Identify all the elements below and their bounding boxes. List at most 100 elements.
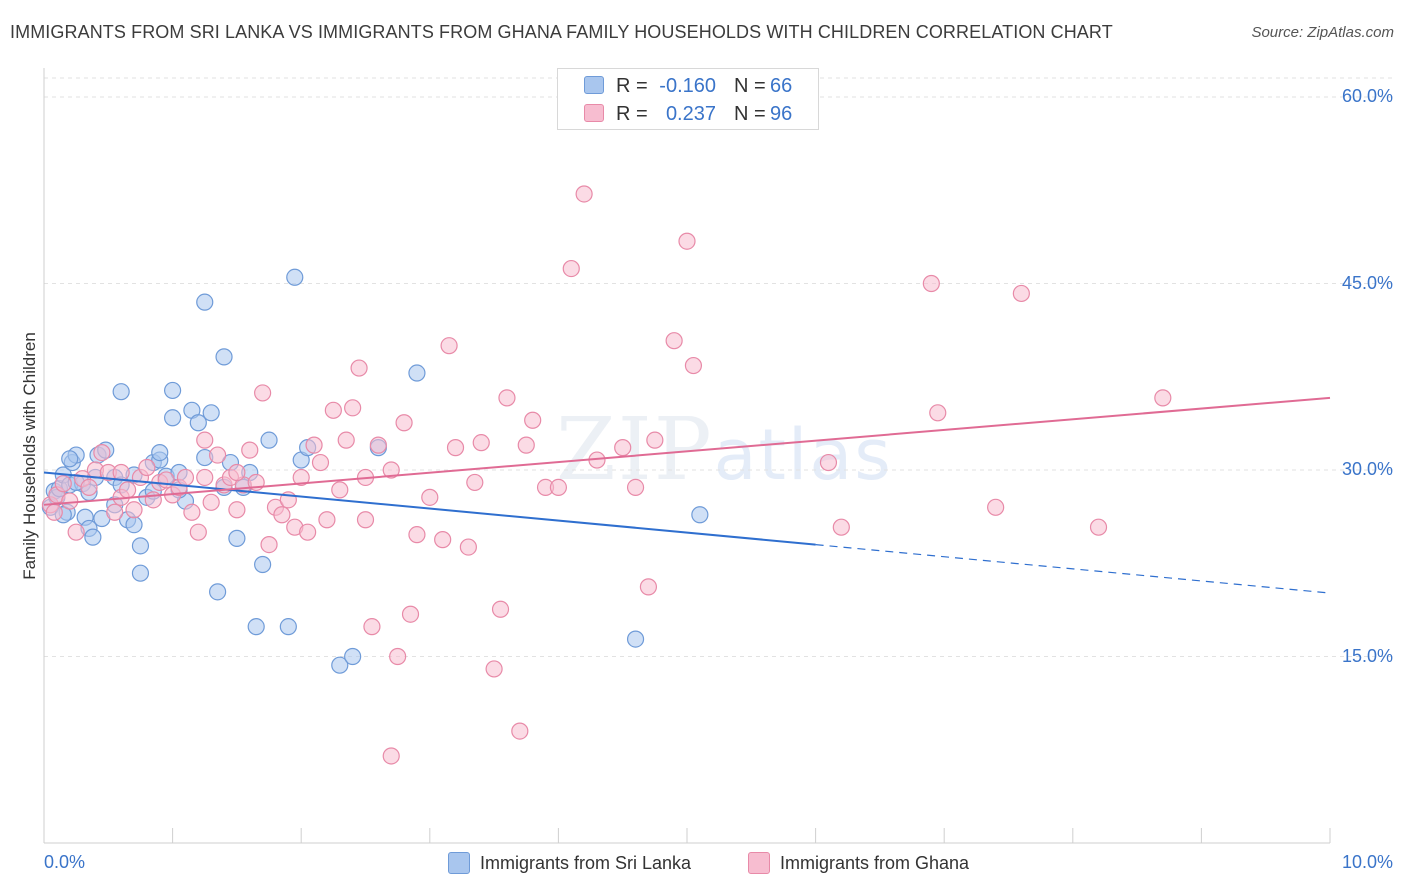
data-point (446, 439, 465, 457)
data-point (84, 528, 102, 546)
data-point (678, 232, 696, 250)
data-point (819, 453, 838, 472)
n-value: 96 (770, 103, 793, 125)
y-tick-label: 45.0% (1341, 272, 1393, 293)
data-point (382, 461, 400, 479)
data-point (575, 185, 593, 203)
ghana-trend-line (43, 396, 1331, 506)
data-point (112, 383, 130, 401)
data-point (254, 384, 272, 402)
data-point (196, 293, 214, 311)
stats-row-ghana: R = 0.237 N = 96 (558, 101, 818, 127)
data-point (401, 605, 420, 623)
r-value: 0.237 (665, 103, 716, 125)
data-point (1154, 389, 1172, 407)
data-point (228, 501, 246, 519)
data-point (196, 431, 214, 449)
stats-row-sri-lanka: R = -0.160 N = 66 (558, 73, 818, 99)
data-point (524, 411, 542, 429)
data-point (189, 414, 207, 432)
data-point (1012, 284, 1030, 303)
stats-legend: R = -0.160 N = 66 R = 0.237 N = 96 (557, 68, 819, 130)
data-point (344, 399, 362, 417)
data-point (356, 511, 375, 529)
x-tick-label-max: 10.0% (1341, 852, 1393, 872)
data-point (209, 446, 227, 464)
sri-lanka-trend-line (43, 471, 816, 546)
y-tick-label: 30.0% (1341, 459, 1393, 479)
data-point (922, 274, 940, 293)
x-tick-label-min: 0.0% (44, 852, 86, 872)
data-point (118, 481, 137, 499)
data-point (929, 404, 947, 422)
sri-lanka-legend-swatch (448, 852, 470, 874)
data-point (80, 478, 98, 497)
data-point (131, 537, 150, 555)
data-point (350, 359, 368, 377)
trend-lines (43, 396, 1331, 594)
data-point (440, 337, 458, 355)
data-point (144, 491, 162, 509)
y-tick-label: 60.0% (1341, 86, 1393, 106)
data-point (408, 364, 426, 382)
r-label: R = (616, 103, 648, 125)
data-point (292, 468, 310, 487)
data-point (987, 498, 1005, 516)
data-point (382, 747, 400, 765)
data-point (176, 468, 195, 487)
data-point (93, 443, 111, 462)
data-point (247, 618, 265, 636)
data-point (363, 618, 381, 636)
data-point (485, 660, 503, 678)
data-point (61, 492, 79, 510)
data-point (684, 356, 703, 375)
data-point (614, 439, 632, 457)
grid (44, 77, 1395, 657)
data-point (131, 564, 150, 582)
data-point (138, 458, 156, 477)
data-point (273, 506, 291, 524)
data-point (183, 503, 201, 521)
data-point (125, 501, 143, 519)
data-point (196, 468, 214, 487)
data-point (331, 481, 349, 499)
data-point (665, 332, 683, 350)
data-point (61, 450, 79, 468)
data-point (832, 518, 850, 536)
n-label: N = (734, 103, 766, 125)
data-point (626, 630, 645, 648)
data-point (1089, 518, 1108, 536)
data-point (408, 526, 426, 544)
data-point (54, 475, 72, 493)
sri-lanka-trend-extension (815, 544, 1331, 594)
data-points (41, 185, 1172, 765)
data-point (639, 578, 658, 596)
axes (43, 68, 1331, 844)
data-point (344, 647, 362, 666)
ghana-points (41, 185, 1172, 765)
sri-lanka-swatch (584, 76, 604, 94)
data-point (562, 259, 580, 278)
data-point (209, 583, 227, 601)
y-tick-label: 15.0% (1341, 645, 1393, 666)
data-point (549, 478, 568, 497)
data-point (151, 443, 169, 462)
r-value: -0.160 (659, 75, 716, 97)
data-point (472, 434, 490, 452)
data-point (112, 463, 130, 482)
ghana-legend-swatch (748, 852, 770, 874)
data-point (241, 441, 259, 459)
data-point (202, 404, 220, 422)
data-point (164, 381, 182, 400)
data-point (369, 436, 387, 454)
n-value: 66 (770, 75, 793, 97)
data-point (498, 389, 516, 407)
data-point (228, 529, 246, 547)
data-point (67, 523, 85, 541)
watermark-atlas: atlas (713, 414, 893, 496)
data-point (466, 473, 484, 492)
data-point (299, 523, 317, 541)
data-point (279, 618, 297, 636)
data-point (106, 503, 124, 521)
